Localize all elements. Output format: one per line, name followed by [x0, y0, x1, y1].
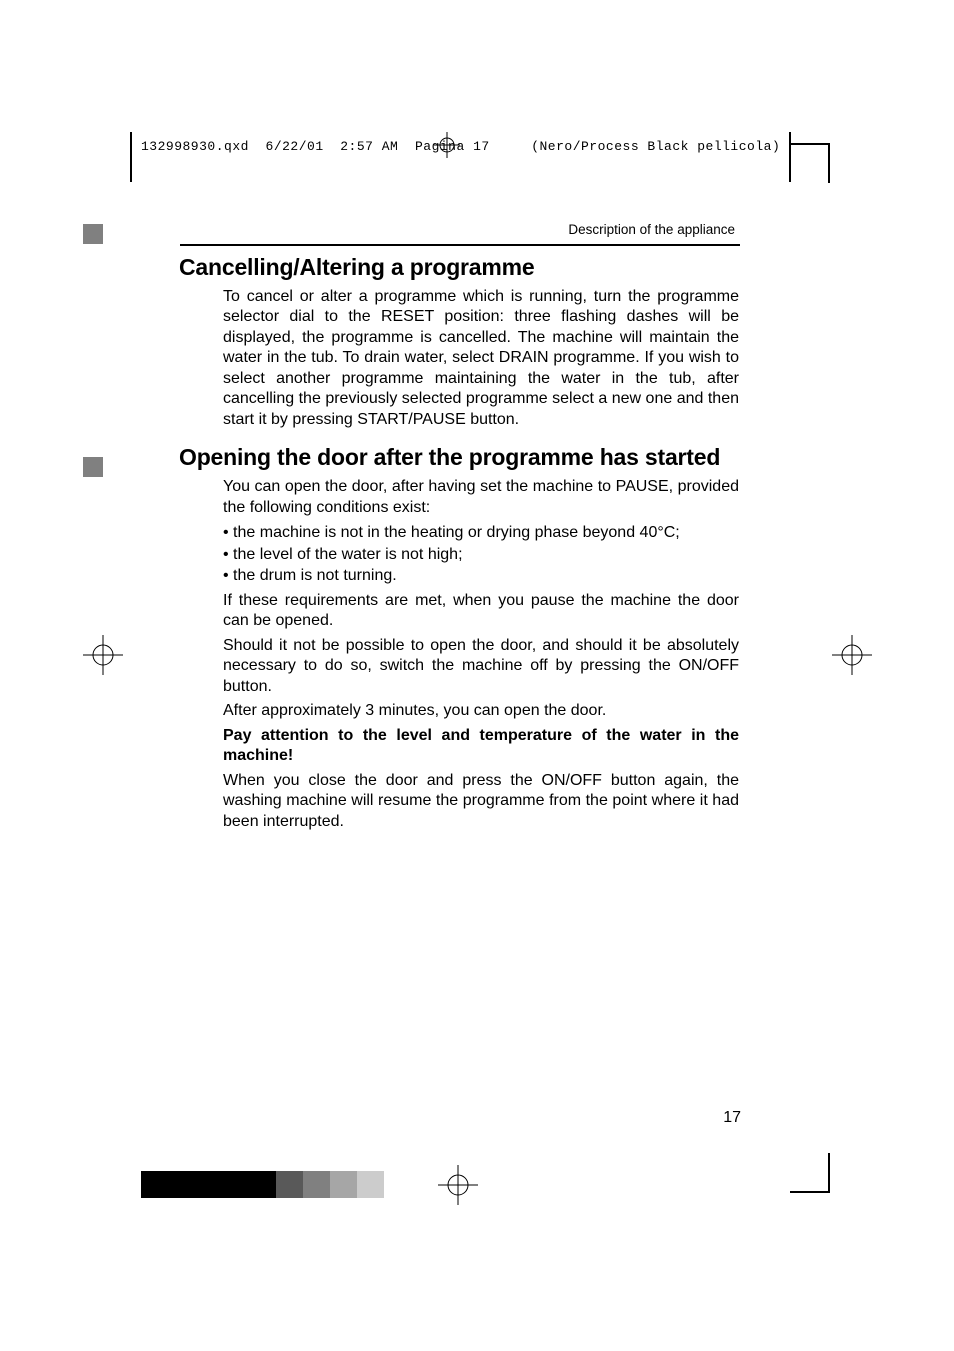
- page-content: Cancelling/Altering a programme To cance…: [223, 254, 739, 836]
- process: (Nero/Process Black pellicola): [531, 139, 780, 154]
- section-heading: Opening the door after the programme has…: [179, 444, 739, 471]
- crop-mark: [828, 143, 830, 183]
- swatch: [168, 1171, 195, 1198]
- body-text: When you close the door and press the ON…: [223, 771, 739, 832]
- crop-mark: [789, 132, 791, 182]
- margin-marker-icon: [83, 457, 103, 477]
- crop-mark: [790, 1191, 830, 1193]
- body-text: You can open the door, after having set …: [223, 477, 739, 518]
- registration-mark-icon: [832, 635, 872, 675]
- crop-mark: [130, 132, 132, 182]
- swatch: [195, 1171, 222, 1198]
- registration-mark-icon: [434, 132, 460, 158]
- page-number: 17: [723, 1109, 741, 1127]
- date: 6/22/01: [266, 139, 324, 154]
- swatch: [249, 1171, 276, 1198]
- body-text: Should it not be possible to open the do…: [223, 636, 739, 697]
- body-text-bold: Pay attention to the level and temperatu…: [223, 726, 739, 767]
- swatch: [330, 1171, 357, 1198]
- calibration-bar: [141, 1171, 384, 1198]
- bullet-list: the machine is not in the heating or dry…: [223, 522, 739, 587]
- body-text: If these requirements are met, when you …: [223, 591, 739, 632]
- swatch: [222, 1171, 249, 1198]
- filename: 132998930.qxd: [141, 139, 249, 154]
- swatch: [141, 1171, 168, 1198]
- margin-marker-icon: [83, 224, 103, 244]
- body-text: To cancel or alter a programme which is …: [223, 287, 739, 430]
- body-text: After approximately 3 minutes, you can o…: [223, 701, 739, 721]
- list-item: the level of the water is not high;: [223, 544, 739, 566]
- print-header: 132998930.qxd 6/22/01 2:57 AM Pagina 17 …: [141, 139, 780, 154]
- registration-mark-icon: [83, 635, 123, 675]
- running-head: Description of the appliance: [568, 222, 735, 237]
- list-item: the machine is not in the heating or dry…: [223, 522, 739, 544]
- crop-mark: [790, 143, 830, 145]
- time: 2:57 AM: [340, 139, 398, 154]
- swatch: [276, 1171, 303, 1198]
- swatch: [303, 1171, 330, 1198]
- registration-mark-icon: [438, 1165, 478, 1205]
- swatch: [357, 1171, 384, 1198]
- horizontal-rule: [180, 244, 740, 246]
- crop-mark: [828, 1153, 830, 1193]
- section-heading: Cancelling/Altering a programme: [179, 254, 739, 281]
- list-item: the drum is not turning.: [223, 565, 739, 587]
